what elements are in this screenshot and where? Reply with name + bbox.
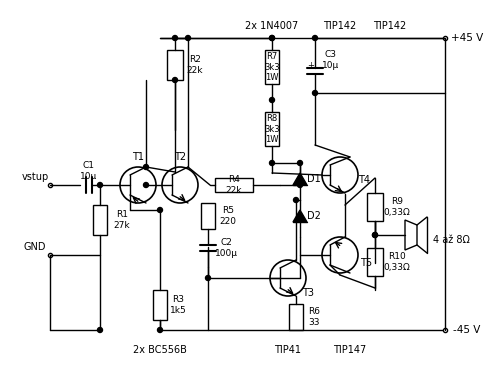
Circle shape [186,35,191,41]
Circle shape [97,182,102,188]
Bar [367,248,383,276]
Circle shape [173,78,178,82]
Circle shape [372,232,378,238]
Circle shape [297,182,302,188]
Text: R9
0,33Ω: R9 0,33Ω [384,197,410,217]
Circle shape [144,182,149,188]
Circle shape [269,97,274,103]
Bar [153,290,167,320]
Text: R8
3k3
1W: R8 3k3 1W [264,114,280,144]
Text: R5
220: R5 220 [220,206,237,226]
Circle shape [293,197,298,203]
Text: D1: D1 [307,174,321,184]
Text: D2: D2 [307,211,321,221]
Text: TIP147: TIP147 [333,345,367,355]
Text: R7
3k3
1W: R7 3k3 1W [264,52,280,82]
Polygon shape [293,210,307,222]
Text: +: + [307,60,314,69]
Circle shape [372,232,378,238]
Circle shape [269,35,274,41]
Circle shape [312,35,317,41]
Text: R3
1k5: R3 1k5 [170,295,186,315]
Bar [289,304,303,330]
Text: GND: GND [24,242,46,252]
Bar [93,205,107,235]
Text: TIP41: TIP41 [274,345,301,355]
Bar [215,178,253,192]
Text: T1: T1 [132,152,144,162]
Text: C3
10µ: C3 10µ [322,50,340,70]
Circle shape [312,91,317,95]
Circle shape [158,207,163,213]
Text: TIP142: TIP142 [323,21,357,31]
Text: R10
0,33Ω: R10 0,33Ω [384,252,410,272]
Text: C1
10µ: C1 10µ [80,161,98,181]
Circle shape [206,276,211,280]
Bar [201,203,215,229]
Bar [265,112,279,146]
Bar [367,193,383,221]
Bar [167,50,183,80]
Text: T2: T2 [174,152,186,162]
Text: R1
27k: R1 27k [114,210,130,230]
Text: 4 až 8Ω: 4 až 8Ω [433,235,470,245]
Text: 2x 1N4007: 2x 1N4007 [246,21,298,31]
Circle shape [297,160,302,166]
Text: R6
33: R6 33 [308,307,320,327]
Circle shape [173,35,178,41]
Circle shape [97,327,102,332]
Text: 2x BC556B: 2x BC556B [133,345,187,355]
Circle shape [158,327,163,332]
Text: R2
22k: R2 22k [187,55,203,75]
Text: T3: T3 [302,288,314,298]
Text: +45 V: +45 V [451,33,483,43]
Text: T4: T4 [358,175,370,185]
Text: vstup: vstup [21,172,48,182]
Polygon shape [293,173,307,185]
Circle shape [269,160,274,166]
Circle shape [269,35,274,41]
Text: T5: T5 [360,258,372,268]
Text: R4
22k: R4 22k [226,175,242,195]
Text: -45 V: -45 V [453,325,481,335]
Bar [265,50,279,84]
Circle shape [144,164,149,169]
Text: C2
100µ: C2 100µ [215,238,238,258]
Text: TIP142: TIP142 [373,21,407,31]
